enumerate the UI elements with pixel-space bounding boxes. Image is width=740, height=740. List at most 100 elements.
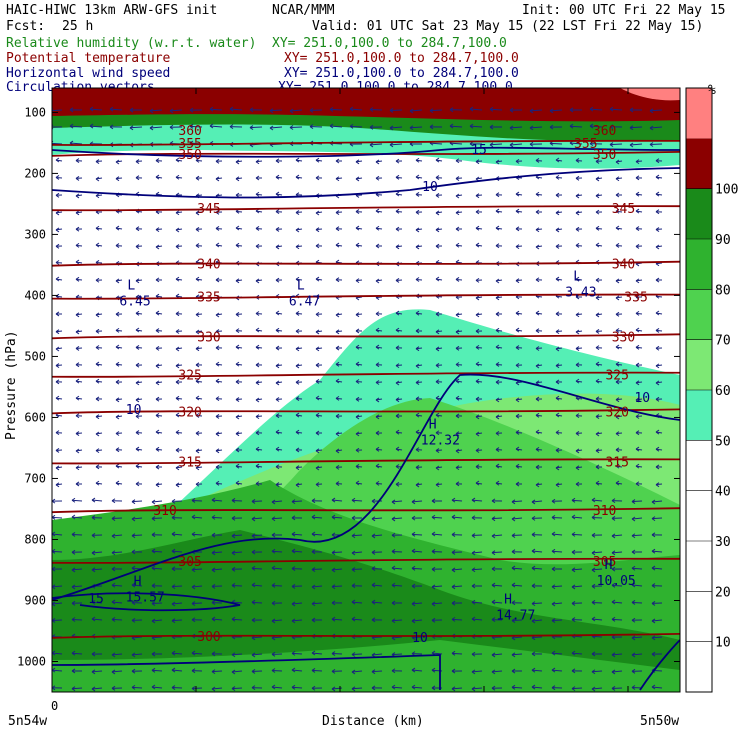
- circulation-vector-head: [431, 566, 436, 572]
- y-tick-label: 1000: [17, 654, 46, 668]
- circulation-vector: [549, 142, 563, 145]
- circulation-vector: [531, 669, 543, 672]
- circulation-vector: [631, 653, 643, 656]
- circulation-vector-head: [391, 549, 396, 554]
- circulation-vector-head: [431, 601, 436, 607]
- circulation-vector-head: [415, 429, 420, 435]
- x-axis: 0 5n54w Distance (km) 5n50w: [8, 88, 679, 729]
- circulation-vector: [511, 636, 523, 639]
- circulation-vector-head: [391, 600, 396, 606]
- circulation-vector-head: [71, 650, 76, 656]
- circulation-vector-head: [115, 480, 120, 486]
- circulation-vector-head: [75, 346, 80, 351]
- circulation-vector-head: [375, 159, 380, 165]
- circulation-vector-head: [649, 108, 654, 114]
- circulation-vector-head: [255, 463, 260, 469]
- circulation-vector-head: [251, 565, 256, 571]
- circulation-vector-head: [175, 346, 180, 352]
- extremum-marker-H: H: [134, 574, 142, 589]
- circulation-vector-head: [435, 346, 440, 352]
- circulation-vector-head: [435, 329, 440, 335]
- circulation-vector: [189, 125, 203, 128]
- circulation-vector-head: [569, 123, 574, 129]
- circulation-vector: [471, 687, 483, 690]
- circulation-vector-head: [211, 550, 216, 556]
- circulation-vector: [649, 109, 663, 112]
- circulation-vector-head: [575, 362, 580, 368]
- circulation-vector-head: [635, 463, 640, 469]
- circulation-vector-head: [331, 600, 336, 606]
- circulation-vector: [289, 126, 303, 129]
- circulation-vector-head: [271, 684, 276, 690]
- circulation-vector-head: [249, 107, 254, 113]
- circulation-vector-head: [615, 208, 620, 214]
- circulation-vector-head: [151, 601, 156, 606]
- circulation-vector: [251, 601, 263, 604]
- circulation-vector-head: [635, 414, 640, 419]
- circulation-vector-head: [331, 616, 336, 622]
- circulation-vector: [151, 619, 163, 622]
- circulation-vector-head: [111, 582, 116, 588]
- circulation-vector-head: [155, 380, 160, 386]
- circulation-vector-head: [371, 533, 376, 539]
- circulation-vector-head: [331, 567, 336, 573]
- circulation-vector-head: [55, 346, 60, 352]
- circulation-vector-head: [431, 584, 436, 590]
- circulation-vector-head: [215, 312, 220, 318]
- circulation-vector-head: [235, 414, 240, 420]
- circulation-vector-head: [555, 346, 560, 352]
- circulation-vector-head: [369, 142, 374, 148]
- circulation-vector-head: [349, 106, 354, 112]
- circulation-vector-head: [351, 669, 356, 675]
- circulation-vector-head: [611, 533, 616, 539]
- theta-label-355: 355: [178, 137, 201, 152]
- circulation-vector-head: [515, 158, 520, 164]
- circulation-vector-head: [451, 532, 456, 538]
- circulation-vector-head: [595, 448, 600, 454]
- circulation-vector-head: [255, 226, 260, 231]
- circulation-vector: [551, 652, 563, 655]
- circulation-vector: [451, 652, 463, 655]
- circulation-vector: [151, 636, 163, 639]
- circulation-vector-head: [229, 106, 234, 112]
- circulation-vector-head: [635, 327, 640, 333]
- circulation-vector: [649, 143, 663, 146]
- circulation-vector-head: [191, 498, 196, 503]
- circulation-vector-head: [435, 482, 440, 488]
- circulation-vector-head: [595, 480, 600, 486]
- circulation-vector-head: [395, 481, 400, 487]
- circulation-vector: [389, 143, 403, 146]
- wind-speed-contour: [52, 592, 241, 612]
- circulation-vector: [529, 109, 543, 112]
- circulation-vector-head: [571, 497, 576, 503]
- circulation-vector-head: [515, 463, 520, 469]
- circulation-vector-head: [75, 176, 80, 181]
- circulation-vector-head: [471, 616, 476, 622]
- circulation-vector-head: [75, 329, 80, 335]
- circulation-vector: [371, 601, 383, 604]
- circulation-vector-head: [395, 174, 400, 180]
- colorbar-unit: %: [708, 83, 716, 98]
- circulation-vector: [271, 669, 283, 672]
- circulation-vector-head: [455, 242, 460, 248]
- circulation-vector-head: [415, 192, 420, 197]
- circulation-vector: [131, 517, 143, 520]
- circulation-vector-head: [255, 311, 260, 316]
- circulation-vector-head: [95, 176, 100, 182]
- circulation-vector-head: [231, 515, 236, 521]
- circulation-vector: [611, 670, 623, 673]
- circulation-vector: [391, 567, 403, 570]
- circulation-vector-head: [191, 601, 196, 606]
- circulation-vector-head: [611, 669, 616, 675]
- circulation-vector: [531, 636, 543, 639]
- circulation-vector: [311, 585, 323, 588]
- circulation-vector-head: [529, 125, 534, 131]
- circulation-vector-head: [91, 567, 96, 573]
- circulation-vector: [271, 686, 283, 689]
- circulation-vector-head: [95, 345, 100, 350]
- circulation-vector-head: [551, 601, 556, 607]
- circulation-vector-head: [655, 396, 660, 402]
- circulation-vector-head: [655, 209, 660, 215]
- circulation-vector: [311, 652, 323, 655]
